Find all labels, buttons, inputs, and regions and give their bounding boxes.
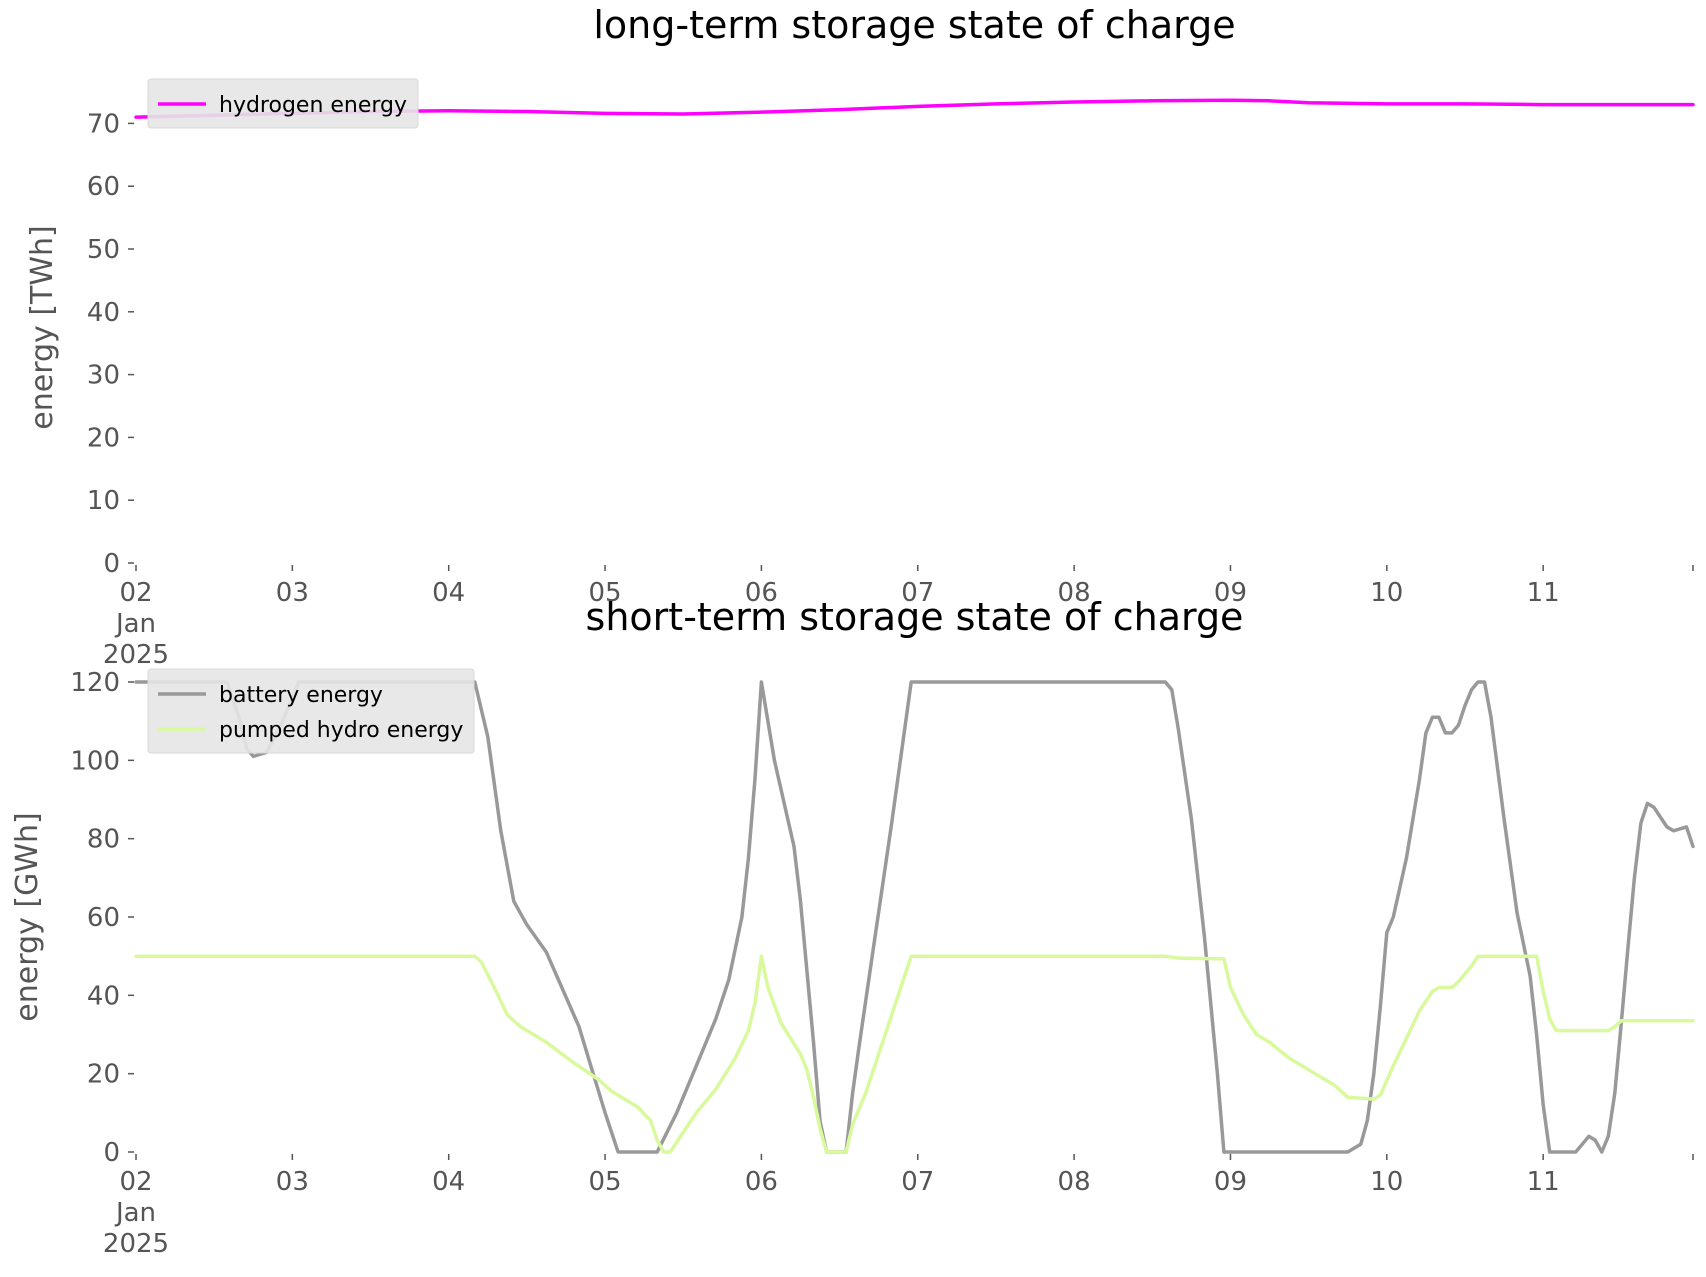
x-tick-label: 05: [589, 1167, 622, 1197]
x-tick-label: 08: [1058, 578, 1091, 608]
y-axis-label: energy [TWh]: [25, 225, 60, 429]
legend: [147, 78, 419, 129]
x-tick-label: 05: [589, 578, 622, 608]
x-tick-label: 03: [276, 578, 309, 608]
legend-label: battery energy: [219, 683, 383, 708]
y-tick-label: 70: [87, 109, 120, 139]
x-tick-label: 03: [276, 1167, 309, 1197]
chart-title: short-term storage state of charge: [586, 595, 1244, 639]
y-tick-label: 10: [87, 486, 120, 516]
y-tick-label: 20: [87, 1060, 120, 1090]
chart-title: long-term storage state of charge: [593, 3, 1235, 47]
legend: [147, 668, 475, 754]
x-tick-label: 08: [1058, 1167, 1091, 1197]
x-tick-label: 02 Jan 2025: [103, 578, 169, 670]
y-axis-label: energy [GWh]: [10, 812, 45, 1021]
long-term-storage-chart: long-term storage state of charge energy …: [25, 3, 1695, 670]
series-line-battery-energy: [134, 680, 1695, 1154]
y-tick-label: 60: [87, 903, 120, 933]
y-tick-label: 40: [87, 298, 120, 328]
x-tick-label: 04: [432, 578, 465, 608]
short-term-storage-chart: short-term storage state of charge energy…: [10, 595, 1695, 1259]
legend-label: hydrogen energy: [219, 93, 407, 118]
x-tick-label: 11: [1527, 1167, 1560, 1197]
y-tick-label: 20: [87, 423, 120, 453]
x-tick-label: 09: [1214, 578, 1247, 608]
x-tick-label: 07: [901, 578, 934, 608]
y-tick-label: 40: [87, 981, 120, 1011]
y-tick-label: 0: [103, 549, 120, 579]
legend-label: pumped hydro energy: [219, 718, 463, 743]
x-tick-label: 06: [745, 578, 778, 608]
x-tick-label: 06: [745, 1167, 778, 1197]
x-tick-label: 07: [901, 1167, 934, 1197]
x-tick-label: 10: [1370, 1167, 1403, 1197]
y-tick-label: 120: [70, 668, 120, 698]
y-tick-label: 60: [87, 172, 120, 202]
series-line-pumped-hydro-energy: [134, 954, 1695, 1154]
y-tick-label: 30: [87, 361, 120, 391]
x-tick-label: 09: [1214, 1167, 1247, 1197]
y-tick-label: 50: [87, 235, 120, 265]
x-tick-label: 11: [1527, 578, 1560, 608]
y-tick-label: 80: [87, 825, 120, 855]
x-tick-label: 02 Jan 2025: [103, 1167, 169, 1259]
y-tick-label: 100: [70, 746, 120, 776]
y-tick-label: 0: [103, 1138, 120, 1168]
x-tick-label: 04: [432, 1167, 465, 1197]
x-tick-label: 10: [1370, 578, 1403, 608]
